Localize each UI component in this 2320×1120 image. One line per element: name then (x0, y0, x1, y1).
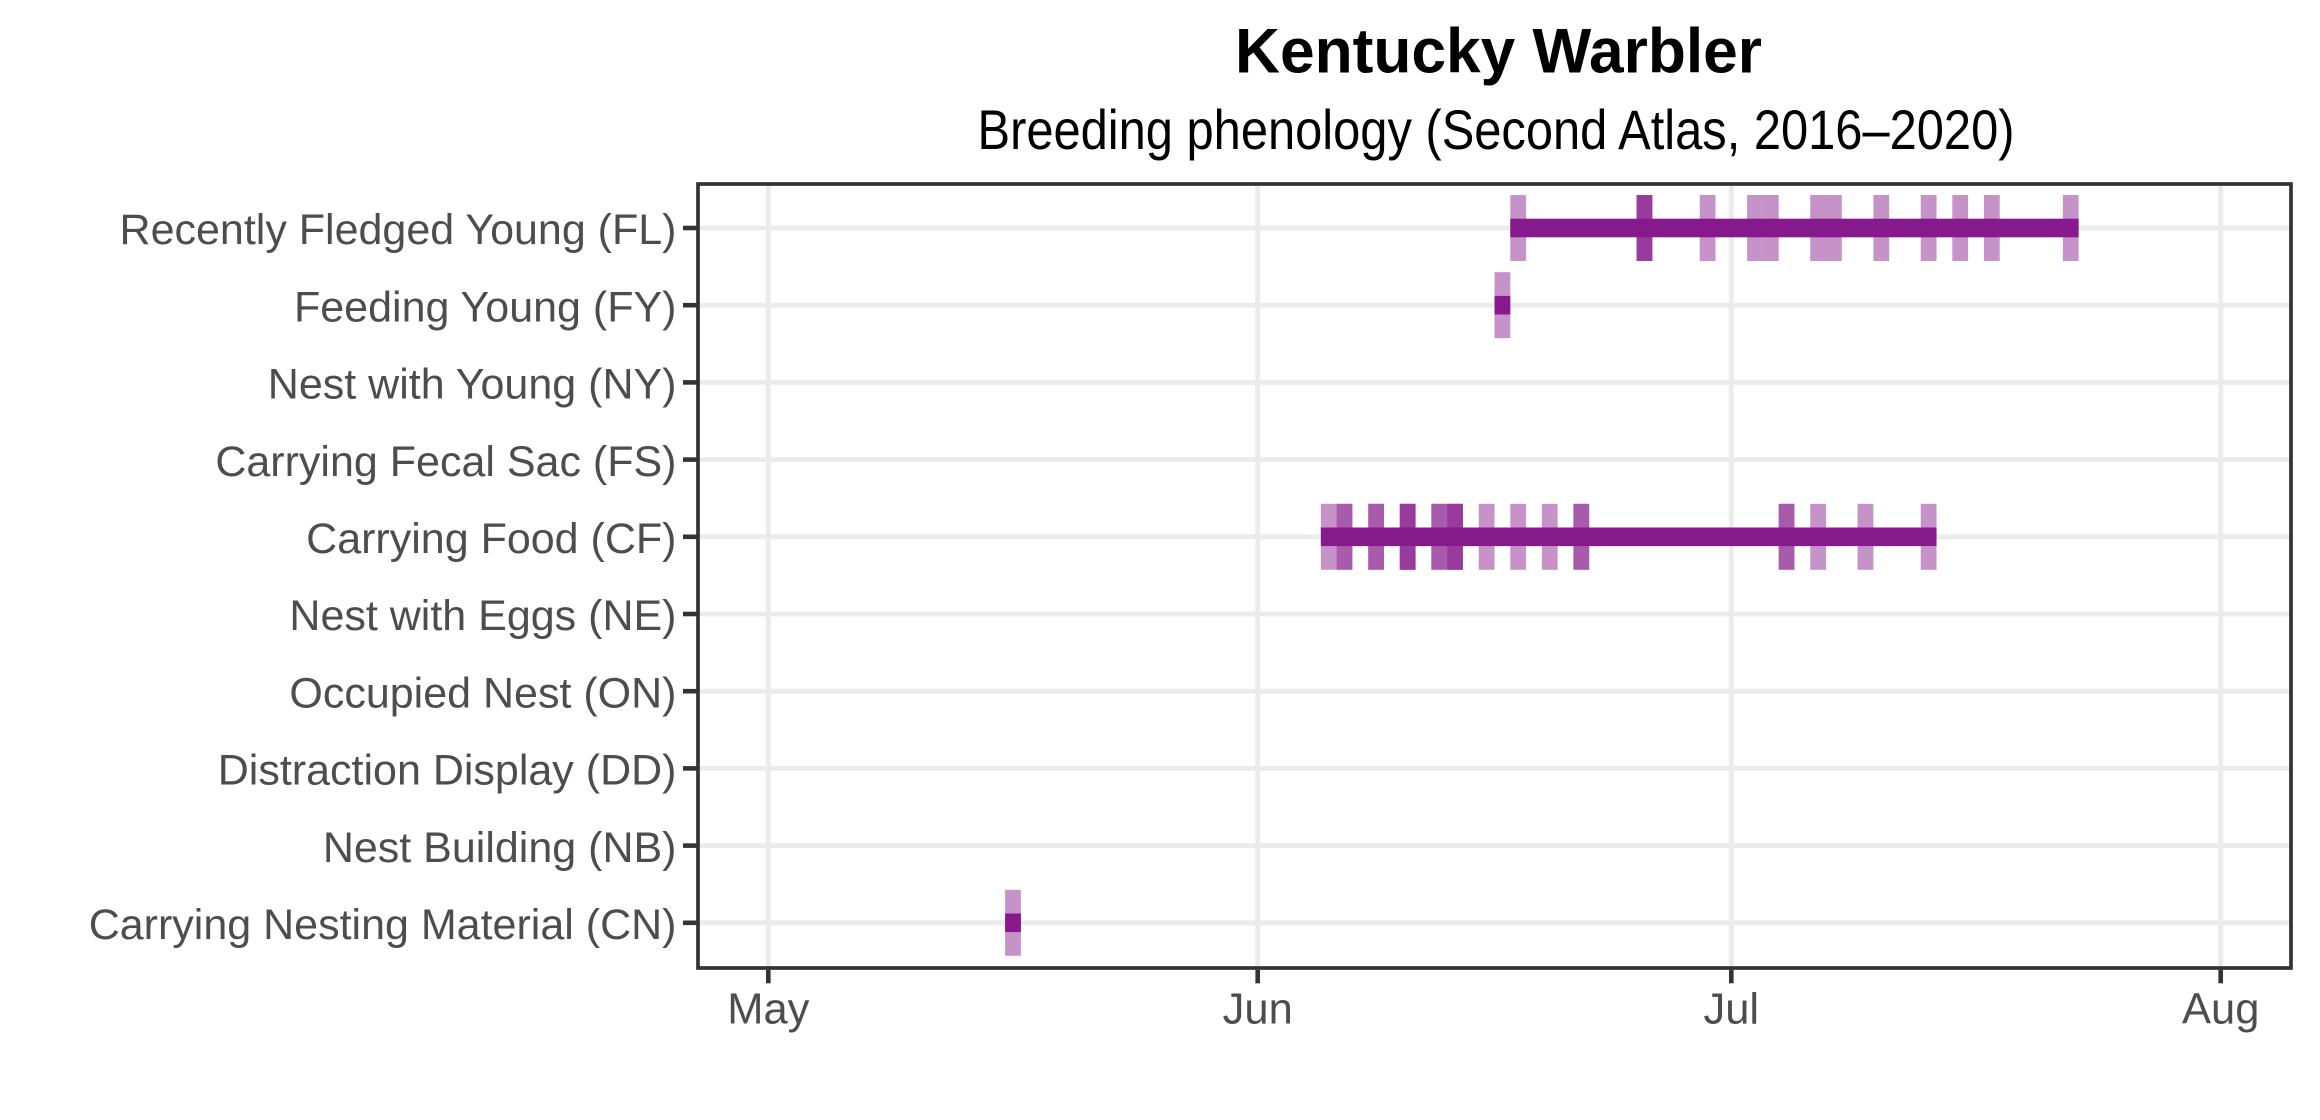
svg-text:Carrying Food (CF): Carrying Food (CF) (306, 515, 676, 563)
svg-text:Jun: Jun (1223, 985, 1293, 1033)
svg-text:Distraction Display (DD): Distraction Display (DD) (218, 747, 677, 795)
svg-text:Nest with Eggs (NE): Nest with Eggs (NE) (289, 592, 676, 640)
svg-text:Kentucky Warbler: Kentucky Warbler (1235, 16, 1762, 86)
svg-text:Feeding Young (FY): Feeding Young (FY) (294, 283, 677, 331)
svg-text:Breeding phenology (Second Atl: Breeding phenology (Second Atlas, 2016–2… (978, 98, 2015, 161)
svg-text:Nest with Young (NY): Nest with Young (NY) (268, 361, 677, 409)
svg-text:Jul: Jul (1703, 985, 1759, 1033)
svg-text:Carrying Nesting Material (CN): Carrying Nesting Material (CN) (89, 901, 677, 949)
svg-text:Carrying Fecal Sac (FS): Carrying Fecal Sac (FS) (215, 438, 676, 486)
svg-text:Occupied Nest (ON): Occupied Nest (ON) (289, 669, 676, 717)
svg-text:May: May (727, 985, 809, 1033)
svg-text:Aug: Aug (2182, 985, 2259, 1033)
svg-text:Recently Fledged Young (FL): Recently Fledged Young (FL) (120, 206, 677, 254)
svg-text:Nest Building (NB): Nest Building (NB) (323, 824, 677, 872)
